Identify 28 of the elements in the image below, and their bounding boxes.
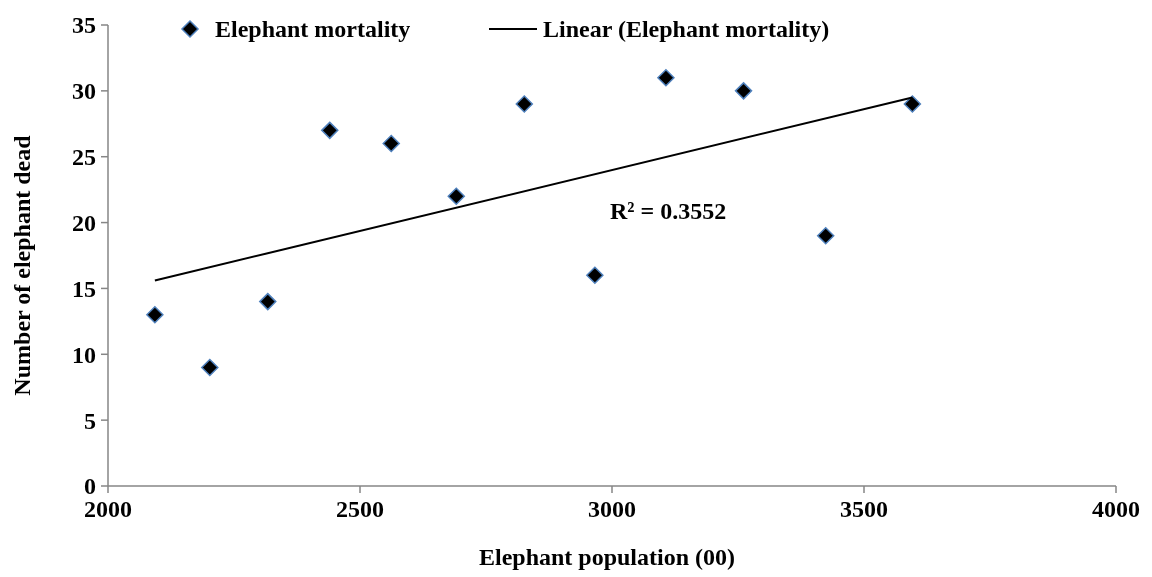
x-axis-title: Elephant population (00) xyxy=(478,544,736,570)
y-tick-label: 30 xyxy=(72,78,96,105)
point xyxy=(515,95,534,113)
point xyxy=(146,306,164,324)
point xyxy=(586,266,604,285)
point xyxy=(201,358,219,377)
point xyxy=(903,95,922,113)
y-tick-label: 25 xyxy=(72,144,96,171)
legend-label: Linear (Elephant mortality) xyxy=(543,16,830,43)
point xyxy=(657,68,675,87)
y-tick-label: 35 xyxy=(72,12,96,39)
x-tick-label: 3500 xyxy=(840,496,888,522)
point xyxy=(734,82,753,100)
x-tick-label: 2500 xyxy=(336,496,384,522)
legend-label: Elephant mortality xyxy=(215,16,411,43)
x-tick-label: 3000 xyxy=(588,496,636,522)
y-tick-label: 15 xyxy=(72,275,96,302)
annotation: R² = 0.3552 xyxy=(610,198,727,224)
y-tick-label: 20 xyxy=(72,209,96,236)
y-tick-label: 5 xyxy=(84,407,96,434)
y-axis-title: Number of elephant dead xyxy=(9,134,35,396)
point xyxy=(259,292,277,311)
point xyxy=(816,226,835,245)
point xyxy=(382,134,400,153)
x-tick-label: 4000 xyxy=(1092,496,1140,522)
y-tick-label: 10 xyxy=(72,341,96,368)
point xyxy=(447,187,466,205)
point xyxy=(321,121,339,140)
